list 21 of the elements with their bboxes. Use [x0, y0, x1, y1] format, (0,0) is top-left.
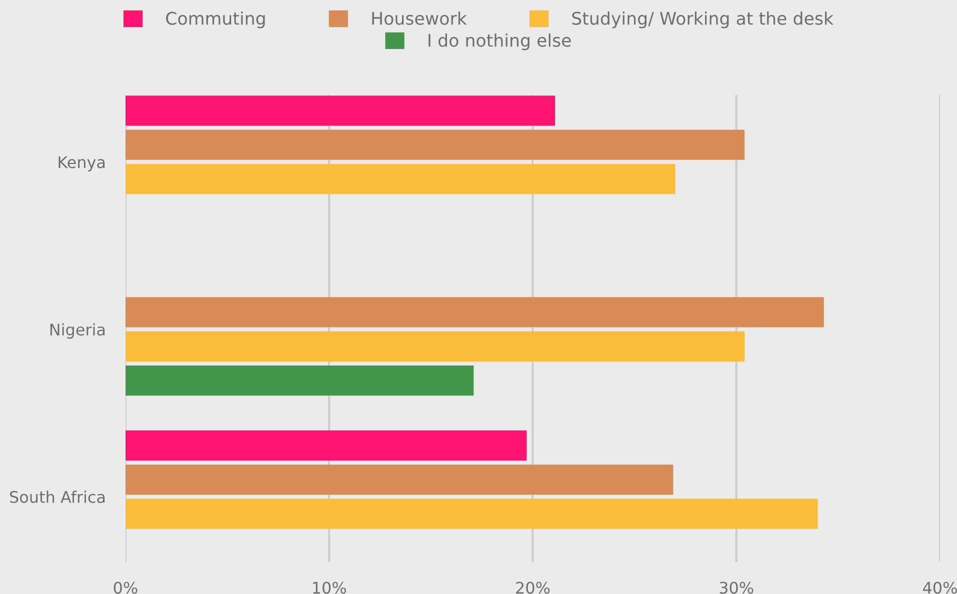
y-tick-label: South Africa: [10, 490, 105, 503]
bar: [125, 130, 744, 160]
bar: [125, 297, 824, 328]
x-tick-label: 40%: [922, 582, 957, 594]
legend-label: Housework: [372, 11, 467, 25]
bar: [125, 96, 556, 126]
legend-label: Studying/ Working at the desk: [572, 11, 834, 28]
bar: [125, 365, 474, 396]
x-tick-label: 0%: [114, 582, 138, 594]
bar: [125, 498, 818, 529]
bar: [125, 331, 744, 362]
y-tick-label: Nigeria: [50, 323, 105, 339]
bar: [125, 164, 676, 194]
bar: [125, 464, 674, 495]
legend-label: Commuting: [166, 11, 265, 28]
y-tick-label: Kenya: [58, 156, 105, 172]
x-tick-label: 20%: [516, 582, 550, 594]
x-tick-label: 10%: [313, 582, 346, 594]
bar: [125, 430, 527, 461]
x-tick-label: 30%: [720, 582, 754, 594]
legend-label: I do nothing else: [428, 33, 571, 50]
